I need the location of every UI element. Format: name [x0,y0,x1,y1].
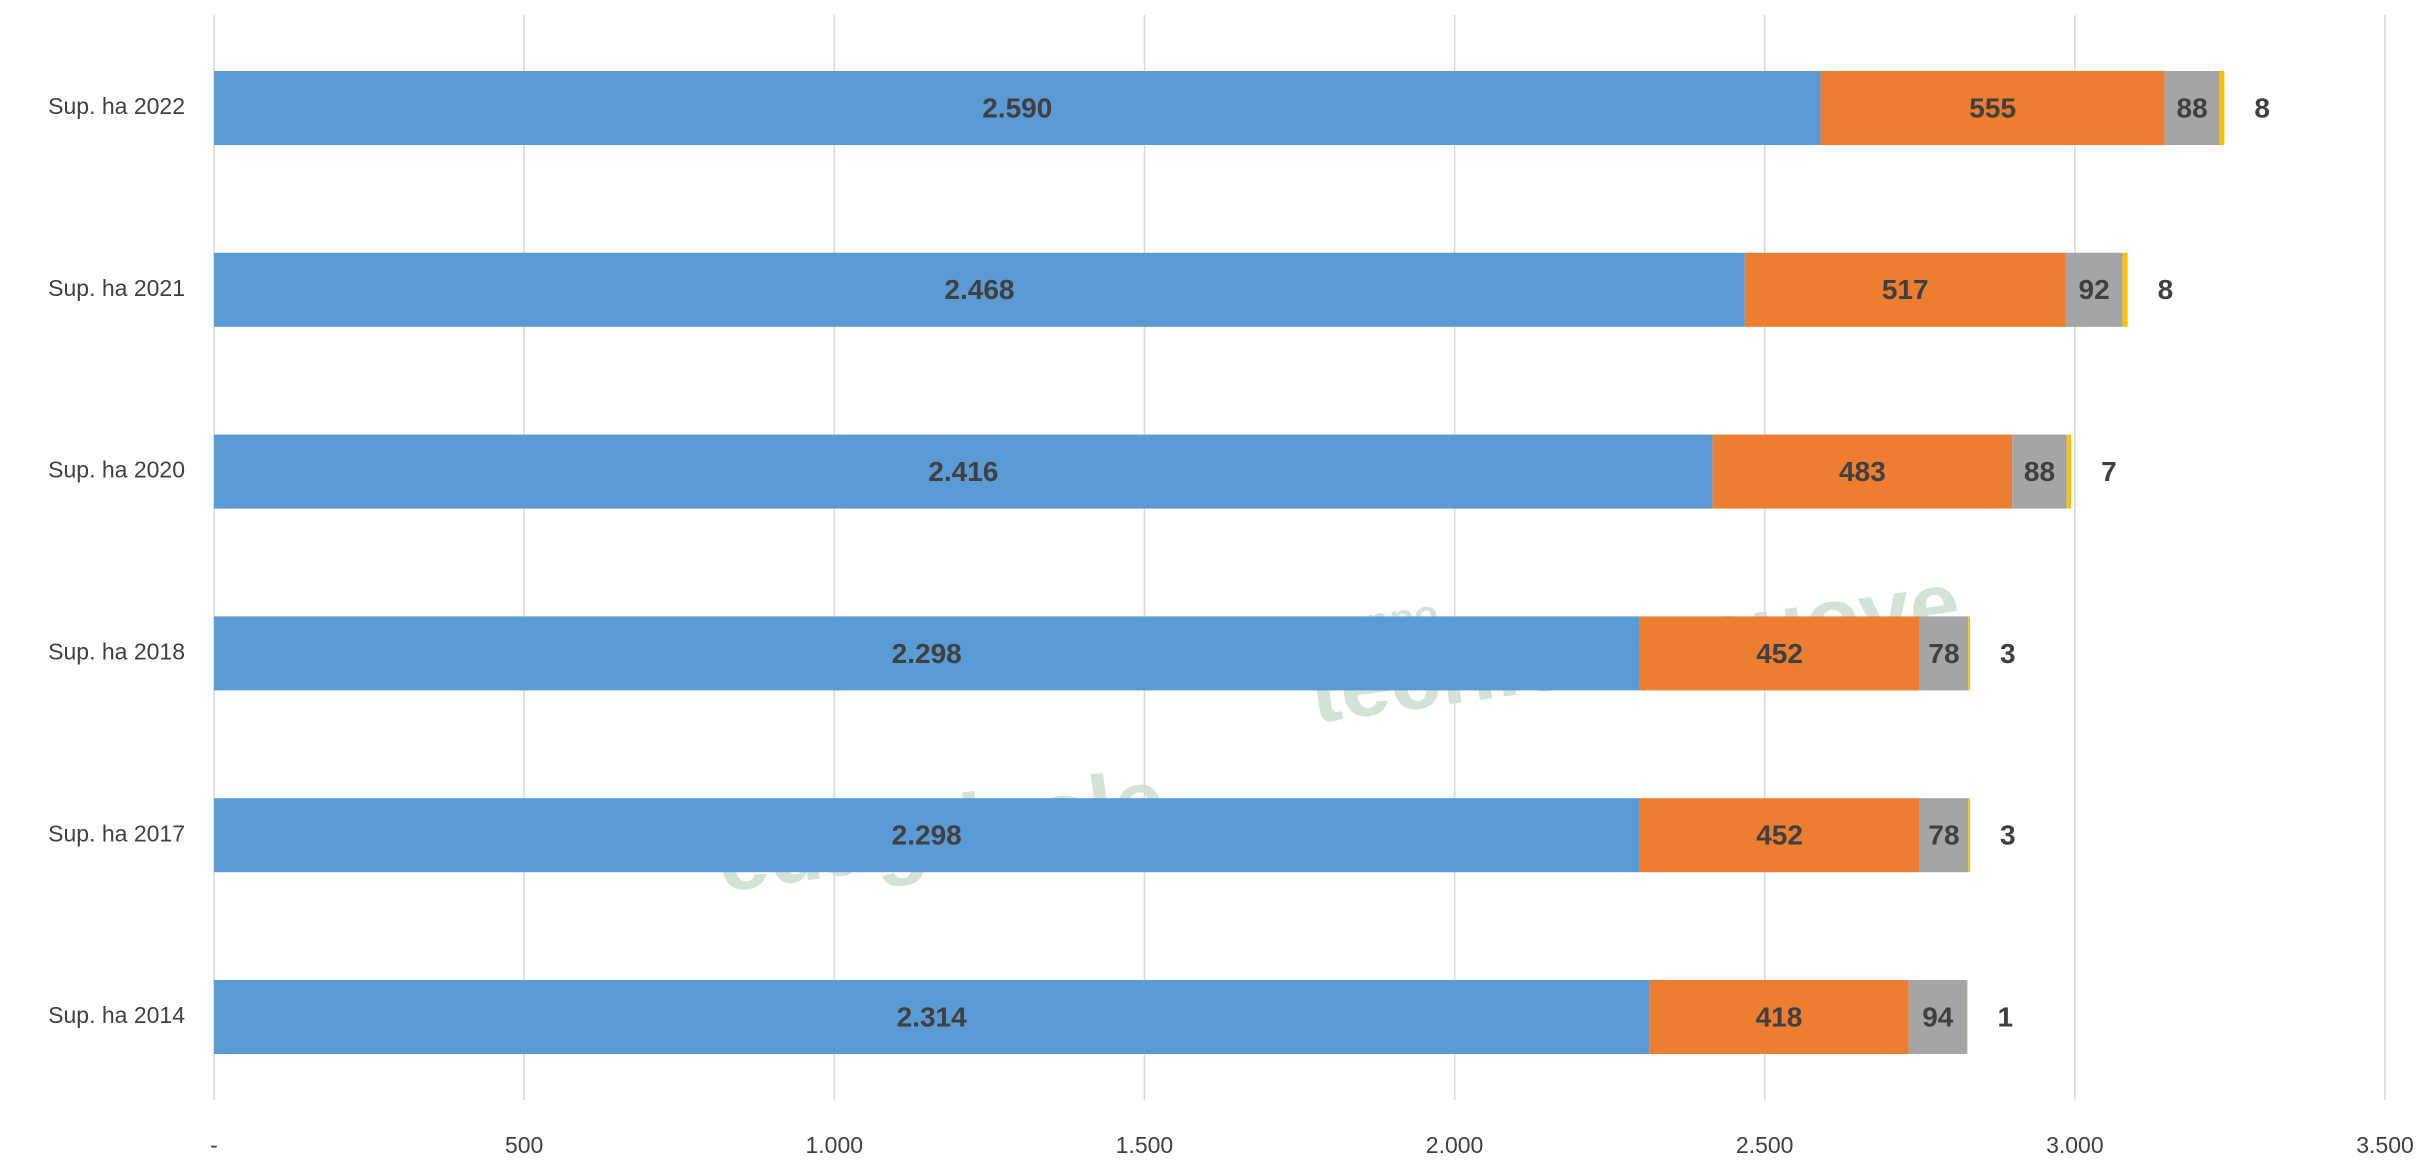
bar-segment [2066,434,2072,509]
bar-segment [214,434,1713,509]
bar-segment [214,798,1640,873]
y-tick-label: Sup. ha 2022 [48,93,185,119]
bar-segment [214,252,1745,327]
data-label: 92 [2079,274,2110,305]
bar-segment [2164,71,2220,145]
data-label: 78 [1928,820,1959,851]
bar-segment [1966,980,1968,1054]
y-tick-label: Sup. ha 2017 [48,820,185,846]
data-label: 3 [2000,820,2016,851]
data-label: 88 [2024,456,2055,487]
data-label: 2.298 [892,820,962,851]
data-label: 2.298 [892,638,962,669]
bar-segment [1919,616,1969,691]
data-label: 2.468 [944,274,1014,305]
x-tick-label: 3.000 [2046,1132,2104,1158]
bar-segment [1908,980,1967,1054]
bar-segment [2219,71,2225,145]
bar-segment [1639,798,1920,873]
data-label: 555 [1969,92,2016,123]
bar-segment [1639,616,1920,691]
data-label: 88 [2177,92,2208,123]
bar-segment [2065,252,2123,327]
x-tick-label: 1.500 [1116,1132,1174,1158]
data-label: 452 [1756,638,1803,669]
x-tick-label: 2.500 [1736,1132,1794,1158]
data-label: 3 [2000,638,2016,669]
data-label: 7 [2101,456,2117,487]
data-label: 2.416 [928,456,998,487]
bar-segment [1712,434,2013,509]
data-label: 94 [1922,1001,1954,1032]
x-tick-label: - [210,1132,218,1158]
x-tick-label: 1.000 [806,1132,864,1158]
data-label: 8 [2254,92,2270,123]
data-label: 452 [1756,820,1803,851]
data-label: 517 [1882,274,1929,305]
bar-segment [2122,252,2128,327]
y-tick-label: Sup. ha 2021 [48,275,185,301]
bar-segment [1649,980,1909,1054]
data-label: 78 [1928,638,1959,669]
bar-segment [214,71,1821,145]
bar-segment [1968,616,1971,691]
x-tick-label: 3.500 [2356,1132,2414,1158]
data-label: 8 [2158,274,2174,305]
y-tick-label: Sup. ha 2018 [48,638,185,664]
bar-segment [1919,798,1969,873]
bar-segment [214,616,1640,691]
x-tick-label: 2.000 [1426,1132,1484,1158]
bar-segment [1744,252,2066,327]
data-label: 2.590 [982,92,1052,123]
y-tick-label: Sup. ha 2014 [48,1002,185,1028]
bar-segment [1820,71,2165,145]
y-tick-label: Sup. ha 2020 [48,457,185,483]
bar-segment [214,980,1650,1054]
data-label: 483 [1839,456,1886,487]
bar-segment [1968,798,1971,873]
x-tick-label: 500 [505,1132,543,1158]
bar-segment [2012,434,2067,509]
data-label: 2.314 [897,1001,967,1032]
data-label: 1 [1998,1001,2014,1032]
data-label: 418 [1756,1001,1803,1032]
